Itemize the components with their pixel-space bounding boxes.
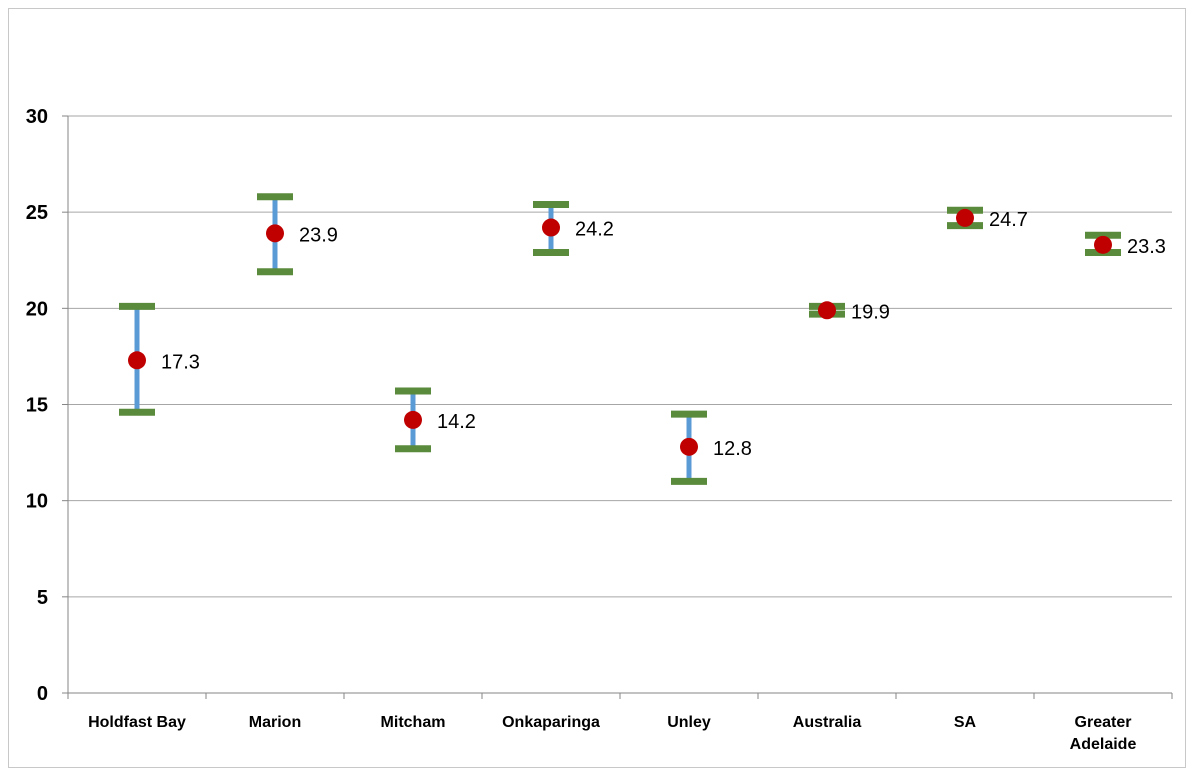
x-tick-label-line: Australia xyxy=(793,714,862,731)
x-tick-label: Mitcham xyxy=(381,714,446,731)
x-tick-label-line: SA xyxy=(954,714,977,731)
y-tick-label: 15 xyxy=(26,395,48,417)
data-point xyxy=(404,410,422,429)
y-tick-label: 25 xyxy=(26,202,48,224)
x-tick-label: Onkaparinga xyxy=(502,714,600,731)
data-label: 24.7 xyxy=(989,209,1028,231)
x-tick-labels: Holdfast Bay Marion Mitcham Onkaparinga Unle… xyxy=(88,714,1136,753)
y-tick-label: 30 xyxy=(26,106,48,128)
x-tick-label: Unley xyxy=(667,714,711,731)
x-tick-label: Holdfast Bay xyxy=(88,714,186,731)
gridlines xyxy=(68,115,1172,598)
x-tick-label-line: Holdfast Bay xyxy=(88,714,186,731)
x-tick-label-line: Onkaparinga xyxy=(502,714,600,731)
y-tick-label: 5 xyxy=(37,587,48,609)
data-label: 12.8 xyxy=(713,438,752,460)
data-point xyxy=(818,301,836,320)
data-point xyxy=(128,351,146,370)
data-label: 19.9 xyxy=(851,301,890,323)
x-tick-label: Marion xyxy=(249,714,301,731)
x-tick-label-line: Mitcham xyxy=(381,714,446,731)
y-tick-label: 20 xyxy=(26,298,48,320)
x-tick-label: SA xyxy=(954,714,977,731)
data-points xyxy=(128,208,1112,456)
data-point xyxy=(956,208,974,227)
y-tick-label: 0 xyxy=(37,683,48,705)
data-point xyxy=(1094,235,1112,254)
y-tick-label: 10 xyxy=(26,491,48,513)
x-tick-label-line: Marion xyxy=(249,714,301,731)
data-point xyxy=(266,224,284,243)
x-tick-label: Greater Adelaide xyxy=(1070,714,1137,753)
x-tick-label-line: Adelaide xyxy=(1070,736,1137,753)
chart-frame xyxy=(8,8,1186,768)
axes xyxy=(62,115,1173,699)
x-tick-label-line: Unley xyxy=(667,714,711,731)
y-tick-labels: 0 5 10 15 20 25 30 xyxy=(26,106,48,705)
data-label: 23.3 xyxy=(1127,236,1166,258)
x-tick-label-line: Greater xyxy=(1075,714,1132,731)
data-point xyxy=(680,437,698,456)
data-label: 17.3 xyxy=(161,351,200,373)
data-point xyxy=(542,218,560,237)
x-tick-label: Australia xyxy=(793,714,862,731)
data-labels: 17.3 23.9 14.2 24.2 12.8 19.9 24.7 23.3 xyxy=(161,209,1166,460)
data-label: 23.9 xyxy=(299,224,338,246)
data-label: 24.2 xyxy=(575,219,614,241)
data-label: 14.2 xyxy=(437,411,476,433)
